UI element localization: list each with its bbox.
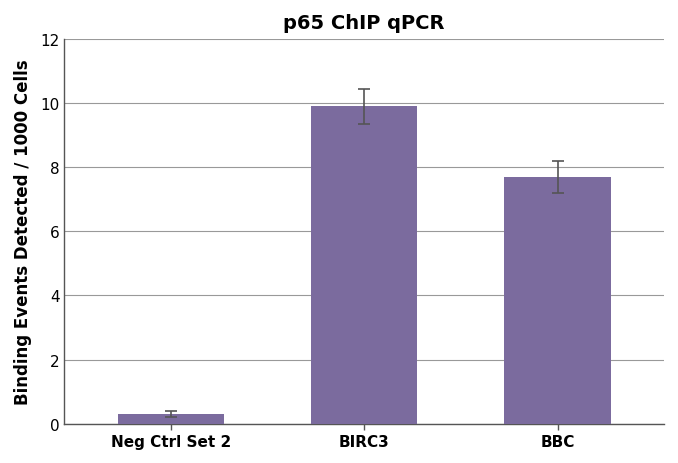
- Bar: [311, 107, 418, 424]
- Title: p65 ChIP qPCR: p65 ChIP qPCR: [283, 14, 445, 33]
- Y-axis label: Binding Events Detected / 1000 Cells: Binding Events Detected / 1000 Cells: [14, 59, 32, 404]
- Bar: [117, 414, 224, 424]
- Bar: [504, 177, 611, 424]
